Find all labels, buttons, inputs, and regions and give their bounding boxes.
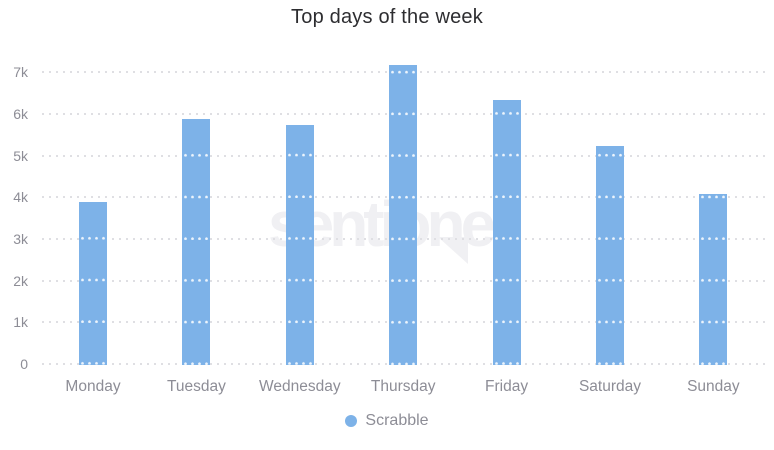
bar-tuesday[interactable]	[182, 118, 211, 365]
bar-monday[interactable]	[79, 202, 107, 365]
y-axis-tick-4k: 4k	[13, 189, 28, 206]
x-axis-label-monday: Monday	[65, 378, 121, 395]
legend-label: Scrabble	[365, 412, 429, 429]
y-axis-tick-6k: 6k	[13, 105, 28, 122]
chart-title: Top days of the week	[291, 6, 483, 28]
legend-marker-icon	[345, 415, 358, 427]
legend[interactable]: Scrabble	[0, 412, 774, 430]
y-axis-tick-5k: 5k	[13, 147, 28, 164]
y-axis-tick-1k: 1k	[13, 314, 28, 331]
y-axis-tick-2k: 2k	[13, 272, 28, 289]
y-axis-tick-7k: 7k	[13, 64, 28, 81]
bar-thursday[interactable]	[389, 64, 418, 365]
y-axis-tick-0: 0	[20, 356, 28, 372]
x-axis-label-friday: Friday	[485, 378, 529, 395]
x-axis-label-sunday: Sunday	[687, 378, 740, 395]
x-axis-label-thursday: Thursday	[370, 378, 436, 395]
bar-wednesday[interactable]	[285, 125, 314, 365]
bar-sunday[interactable]	[699, 194, 728, 365]
bar-friday[interactable]	[492, 100, 521, 365]
x-axis-label-saturday: Saturday	[578, 378, 642, 395]
bar-saturday[interactable]	[596, 146, 624, 365]
y-axis-tick-3k: 3k	[13, 230, 28, 247]
x-axis-label-tuesday: Tuesday	[166, 378, 226, 395]
x-axis-label-wednesday: Wednesday	[259, 378, 341, 395]
